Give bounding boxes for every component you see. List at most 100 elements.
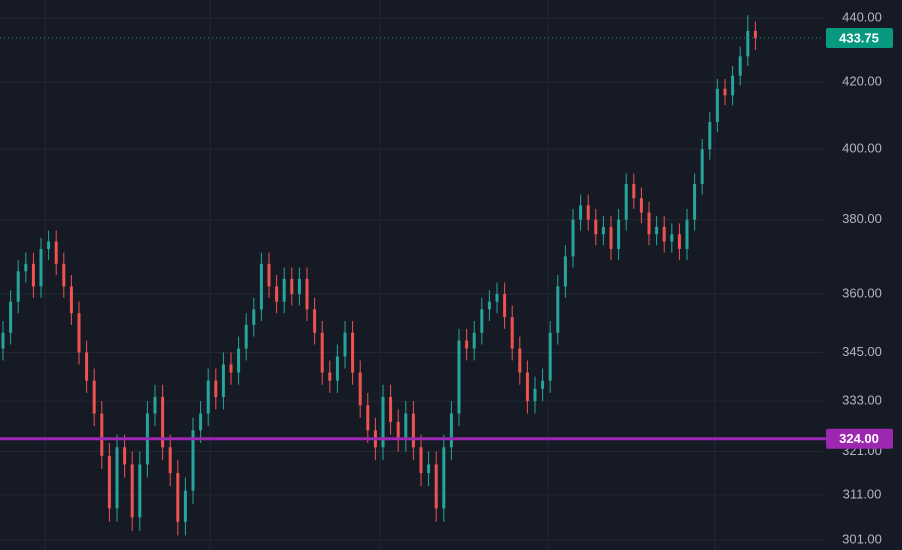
candle-body [24, 263, 28, 272]
candle-body [495, 294, 499, 302]
candle-body [404, 413, 408, 439]
candle-body [252, 309, 256, 325]
candle-body [31, 263, 35, 287]
candle-body [259, 263, 263, 310]
candle-body [548, 332, 552, 381]
y-tick-label: 311.00 [843, 486, 882, 501]
candle-body [571, 219, 575, 257]
candle-body [427, 464, 431, 474]
candle-body [130, 464, 134, 518]
candle-body [677, 234, 681, 249]
candle-body [525, 372, 529, 402]
last-price-label: 433.75 [839, 30, 879, 45]
candle-body [601, 226, 605, 235]
candle-body [343, 332, 347, 357]
candle-body [419, 447, 423, 474]
y-tick-label: 360.00 [842, 285, 882, 300]
candle-body [183, 490, 187, 522]
candle-body [335, 356, 339, 381]
candle-body [138, 464, 142, 518]
candle-body [503, 294, 507, 318]
candle-body [381, 396, 385, 448]
candle-body [199, 413, 203, 431]
candle-body [685, 219, 689, 249]
candle-body [313, 309, 317, 333]
candle-body [449, 413, 453, 448]
level-label: 324.00 [839, 431, 879, 446]
candle-body [715, 88, 719, 123]
candle-body [9, 301, 13, 333]
candle-body [320, 332, 324, 373]
y-tick-label: 333.00 [842, 393, 882, 408]
candle-body [1, 332, 5, 349]
candle-body [700, 149, 704, 185]
candle-body [609, 226, 613, 249]
candle-body [168, 447, 172, 474]
candle-body [396, 421, 400, 439]
candle-body [632, 184, 636, 199]
candle-body [465, 340, 469, 349]
candle-body [738, 56, 742, 76]
candle-body [191, 430, 195, 491]
candle-body [244, 324, 248, 349]
candle-body [708, 122, 712, 150]
candle-body [594, 219, 598, 235]
candle-body [54, 241, 58, 264]
candle-body [161, 396, 165, 448]
candle-body [305, 278, 309, 310]
last-price-tag [826, 27, 893, 48]
y-tick-label: 400.00 [842, 141, 882, 156]
candle-body [617, 219, 621, 249]
candle-body [670, 234, 674, 242]
y-tick-label: 440.00 [842, 10, 882, 25]
candle-body [487, 301, 491, 310]
candle-body [176, 473, 180, 522]
candle-body [85, 352, 89, 381]
candle-body [518, 348, 522, 373]
candle-body [229, 364, 233, 373]
candle-body [472, 332, 476, 349]
candle-body [115, 447, 119, 509]
candle-body [39, 248, 43, 287]
candle-body [389, 396, 393, 422]
candle-body [510, 317, 514, 349]
candle-body [221, 364, 225, 397]
y-tick-label: 345.00 [842, 344, 882, 359]
candle-body [731, 75, 735, 96]
candle-body [480, 309, 484, 333]
candle-body [746, 30, 750, 57]
candle-body [237, 348, 241, 373]
candle-body [655, 226, 659, 235]
candle-body [457, 340, 461, 414]
candle-body [153, 396, 157, 414]
candle-body [282, 278, 286, 302]
candle-body [62, 263, 66, 287]
candle-body [442, 447, 446, 509]
candle-body [366, 405, 370, 431]
candle-body [267, 263, 271, 287]
candle-body [579, 205, 583, 220]
level-tag [826, 428, 893, 449]
candle-body [434, 464, 438, 509]
candle-body [723, 88, 727, 96]
candle-body [662, 226, 666, 242]
candle-body [586, 205, 590, 220]
candle-body [47, 241, 51, 249]
candle-body [214, 380, 218, 397]
candle-body [358, 372, 362, 406]
candle-body [533, 388, 537, 402]
candle-body [753, 30, 757, 38]
candle-body [16, 271, 20, 302]
candle-body [693, 184, 697, 220]
candle-body [411, 413, 415, 448]
candle-body [290, 278, 294, 295]
candle-body [107, 455, 111, 509]
candle-body [351, 332, 355, 373]
candle-body [206, 380, 210, 414]
candle-body [100, 413, 104, 456]
y-tick-label: 420.00 [842, 74, 882, 89]
candle-body [92, 380, 96, 414]
candle-body [328, 372, 332, 381]
